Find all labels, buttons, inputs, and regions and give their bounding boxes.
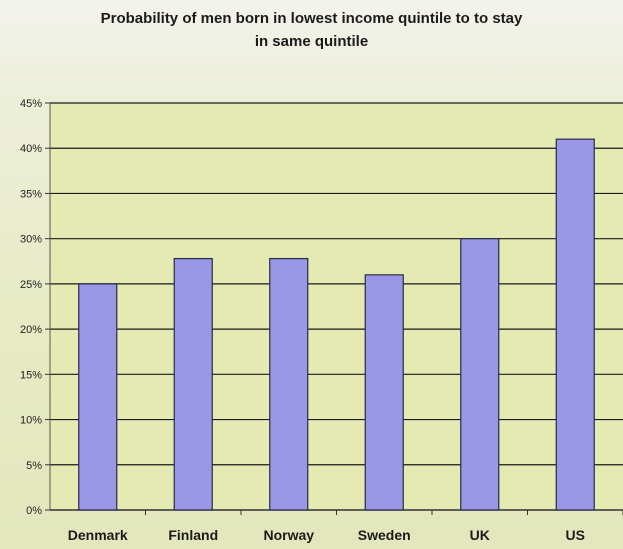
y-tick-label: 10% — [20, 415, 42, 427]
y-tick-label: 45% — [20, 98, 42, 110]
bar-denmark — [78, 283, 118, 511]
bar-norway — [269, 257, 309, 511]
chart-title-line-1: Probability of men born in lowest income… — [100, 10, 523, 27]
bar-sweden — [364, 274, 404, 511]
y-tick-label: 30% — [20, 234, 42, 246]
y-tick-label: 25% — [20, 279, 42, 291]
x-tick-label: Denmark — [68, 527, 128, 543]
y-tick-label: 20% — [20, 324, 42, 336]
y-tick-label: 40% — [20, 143, 42, 155]
y-tick-label: 15% — [20, 369, 42, 381]
x-tick-label: Norway — [263, 527, 314, 543]
bar-us — [555, 138, 595, 511]
plot-area — [50, 103, 623, 510]
x-tick-label: UK — [470, 527, 490, 543]
y-tick-label: 0% — [26, 505, 42, 517]
y-tick-label: 5% — [26, 460, 42, 472]
x-tick-label: Sweden — [358, 527, 411, 543]
x-tick-label: US — [566, 527, 585, 543]
y-tick-label: 35% — [20, 188, 42, 200]
bar-finland — [173, 257, 213, 511]
x-tick-label: Finland — [168, 527, 218, 543]
chart-title-line-2: in same quintile — [254, 33, 369, 50]
bar-uk — [460, 238, 500, 511]
